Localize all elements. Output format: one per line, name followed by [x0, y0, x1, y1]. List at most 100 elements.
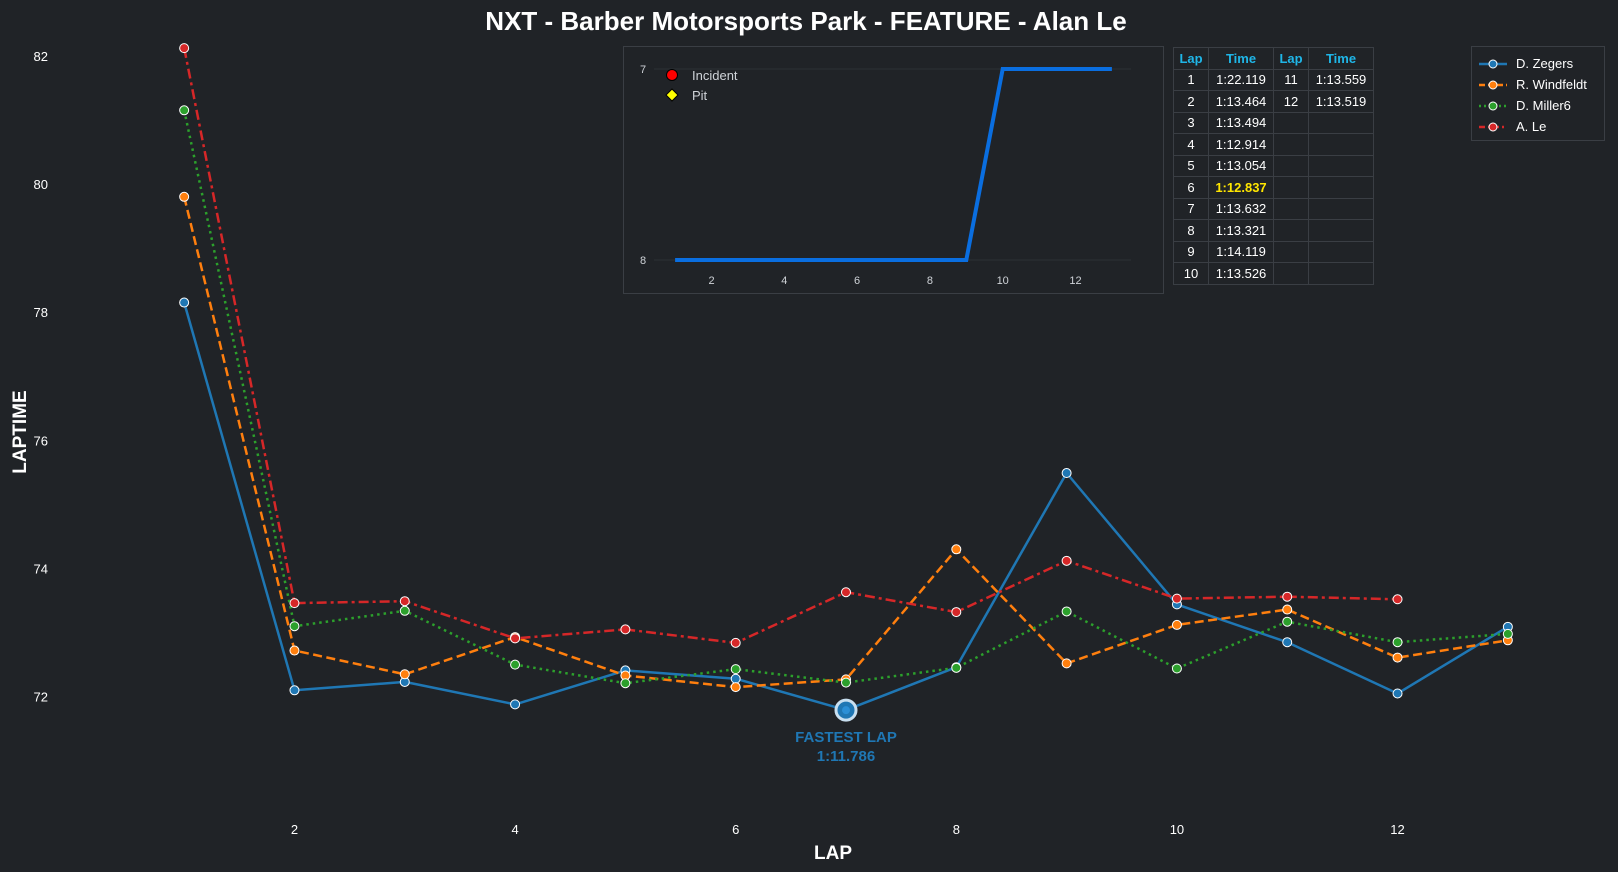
lap-number-cell: 4 — [1173, 133, 1209, 156]
lap-number-cell: 7 — [1173, 197, 1209, 220]
lap-time-cell: 1:13.054 — [1208, 154, 1274, 177]
data-point — [730, 673, 741, 684]
lap-time-cell: 1:13.632 — [1208, 197, 1274, 220]
lap-time-cell: 1:14.119 — [1208, 240, 1274, 263]
inset-x-tick-label: 4 — [781, 275, 787, 287]
data-point — [951, 607, 962, 618]
inset-legend: Incident Pit — [665, 68, 738, 103]
lap-time-cell — [1308, 133, 1374, 156]
data-point — [730, 682, 741, 693]
series-line-3 — [182, 47, 1398, 645]
lap-time-cell: 1:13.526 — [1208, 262, 1274, 285]
data-point — [289, 685, 300, 696]
data-point — [1392, 594, 1403, 605]
data-point — [841, 587, 851, 598]
table-row: 4 1:12.914 — [1173, 133, 1374, 156]
table-header-lap: Lap — [1273, 47, 1309, 70]
legend-label: A. Le — [1516, 119, 1547, 134]
fastest-lap-time: 1:11.786 — [817, 748, 875, 765]
data-point — [1282, 591, 1293, 602]
data-point — [1392, 637, 1403, 648]
chart-title: NXT - Barber Motorsports Park - FEATURE … — [485, 6, 1126, 36]
data-point — [1061, 658, 1072, 669]
lap-number-cell — [1273, 240, 1309, 263]
inset-x-tick-label: 2 — [708, 275, 714, 287]
y-tick-label: 78 — [34, 305, 48, 320]
lap-time-cell: 1:12.914 — [1208, 133, 1274, 156]
data-point — [179, 105, 190, 116]
x-tick-label: 6 — [732, 822, 739, 837]
lap-number-cell: 5 — [1173, 154, 1209, 177]
table-header-time: Time — [1208, 47, 1274, 70]
data-point — [730, 664, 741, 675]
data-point — [510, 659, 521, 670]
lap-number-cell: 6 — [1173, 176, 1209, 199]
legend-swatch-marker — [1488, 59, 1498, 68]
lap-time-cell — [1308, 154, 1374, 177]
legend-swatch-marker — [1488, 101, 1498, 110]
legend-swatch-icon — [1479, 80, 1507, 89]
lap-number-cell: 8 — [1173, 219, 1209, 242]
lap-number-cell: 1 — [1173, 68, 1209, 91]
legend-label: D. Miller6 — [1516, 98, 1571, 113]
lap-number-cell — [1273, 154, 1309, 177]
legend-swatch-icon — [1479, 122, 1507, 131]
lap-number-cell: 2 — [1173, 90, 1209, 113]
legend-label: R. Windfeldt — [1516, 77, 1587, 92]
data-point — [399, 596, 410, 607]
inset-y-tick-label: 7 — [640, 64, 646, 76]
data-point — [1282, 604, 1293, 615]
data-point — [1282, 637, 1293, 648]
table-header-lap: Lap — [1173, 47, 1209, 70]
series-line-0 — [182, 302, 1509, 712]
data-point — [289, 621, 300, 632]
y-tick-label: 82 — [34, 49, 48, 64]
lap-time-cell: 1:12.837 — [1208, 176, 1274, 199]
legend-item: R. Windfeldt — [1478, 74, 1598, 95]
data-point — [179, 43, 190, 54]
lap-number-cell — [1273, 176, 1309, 199]
data-point — [841, 677, 851, 688]
lap-number-cell — [1273, 262, 1309, 285]
y-axis-label: LAPTIME — [10, 390, 31, 473]
series-points — [179, 43, 1513, 716]
data-point — [1392, 652, 1403, 663]
legend-item: D. Zegers — [1478, 53, 1598, 74]
table-row: 7 1:13.632 — [1173, 197, 1374, 220]
lap-number-cell: 11 — [1273, 68, 1309, 91]
legend-item: D. Miller6 — [1478, 95, 1598, 116]
lap-time-cell — [1308, 197, 1374, 220]
table-row: 5 1:13.054 — [1173, 154, 1374, 177]
lap-number-cell: 9 — [1173, 240, 1209, 263]
data-point — [1061, 606, 1072, 617]
lap-time-cell: 1:22.119 — [1208, 68, 1274, 91]
inset-y-ticks: 78 — [640, 64, 646, 267]
fastest-lap-label: FASTEST LAP — [795, 729, 897, 746]
fastest-lap-marker-core — [842, 706, 850, 715]
pit-marker-icon — [665, 88, 679, 102]
data-point — [951, 662, 962, 673]
y-tick-label: 74 — [34, 562, 48, 577]
inset-x-tick-label: 10 — [997, 275, 1009, 287]
data-point — [1171, 619, 1182, 630]
legend-label: D. Zegers — [1516, 56, 1574, 71]
table-row: 3 1:13.494 — [1173, 111, 1374, 134]
lap-number-cell — [1273, 219, 1309, 242]
data-point — [620, 678, 631, 689]
lap-time-cell — [1308, 219, 1374, 242]
inset-x-tick-label: 12 — [1069, 275, 1081, 287]
lap-time-cell: 1:13.519 — [1308, 90, 1374, 113]
x-tick-label: 12 — [1390, 822, 1404, 837]
table-header-row: Lap Time Lap Time — [1173, 47, 1374, 70]
lap-number-cell: 3 — [1173, 111, 1209, 134]
data-point — [399, 669, 410, 680]
table-row: 8 1:13.321 — [1173, 219, 1374, 242]
y-axis-ticks: 72 74 76 78 80 82 — [34, 49, 48, 705]
data-point — [179, 191, 190, 202]
legend-swatch-marker — [1488, 80, 1498, 89]
lap-number-cell: 10 — [1173, 262, 1209, 285]
data-point — [1282, 616, 1293, 627]
position-inset-chart: 78 2 4 6 8 10 12 Incident Pit — [623, 46, 1164, 294]
lap-time-cell: 1:13.559 — [1308, 68, 1374, 91]
